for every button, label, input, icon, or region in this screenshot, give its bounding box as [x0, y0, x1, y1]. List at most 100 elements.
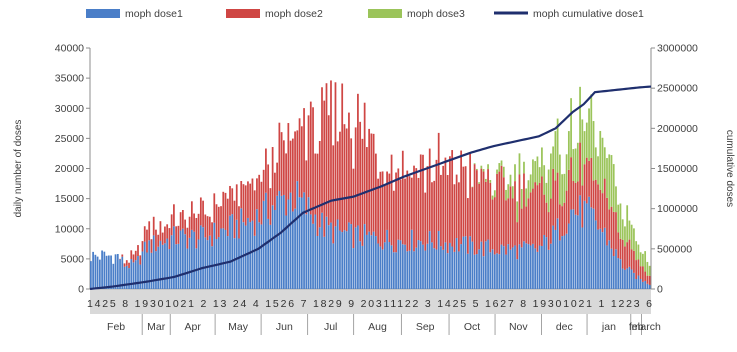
bar-dose2	[240, 181, 242, 208]
bar-dose3	[631, 225, 633, 250]
bar-dose2	[119, 259, 121, 260]
bar-dose3	[516, 201, 518, 222]
bar-dose2	[615, 212, 617, 249]
bar-dose1	[97, 257, 99, 289]
bar-dose1	[202, 227, 204, 289]
bar-dose3	[606, 158, 608, 198]
y2-tick-label: 1000000	[657, 203, 698, 215]
bar-dose1	[359, 241, 361, 289]
bar-dose1	[276, 196, 278, 289]
bar-dose1	[364, 224, 366, 289]
bar-dose3	[599, 131, 601, 190]
bar-dose1	[550, 244, 552, 289]
bar-dose1	[557, 218, 559, 289]
bar-dose2	[299, 118, 301, 197]
bar-dose1	[489, 252, 491, 289]
bar-dose2	[514, 181, 516, 245]
bar-dose1	[198, 240, 200, 290]
bar-dose1	[519, 244, 521, 289]
bar-dose2	[133, 254, 135, 262]
bar-dose2	[456, 175, 458, 238]
bar-dose1	[559, 240, 561, 289]
bar-dose3	[505, 190, 507, 200]
bar-dose1	[447, 253, 449, 289]
bar-dose2	[279, 123, 281, 191]
bar-dose2	[121, 254, 123, 256]
bar-dose1	[469, 236, 471, 289]
bar-dose1	[615, 249, 617, 289]
bar-dose2	[624, 246, 626, 270]
bar-dose1	[92, 252, 94, 289]
bar-dose2	[507, 198, 509, 244]
bar-dose2	[314, 154, 316, 215]
bar-dose2	[270, 188, 272, 225]
bar-dose2	[563, 203, 565, 236]
bar-dose1	[328, 225, 330, 289]
bar-dose1	[303, 192, 305, 289]
bar-dose2	[584, 164, 586, 201]
bar-dose2	[586, 158, 588, 204]
bar-dose1	[346, 231, 348, 289]
bar-dose1	[485, 241, 487, 289]
bar-dose1	[507, 244, 509, 289]
bar-dose1	[283, 195, 285, 289]
bar-dose1	[384, 242, 386, 289]
bar-dose1	[440, 246, 442, 289]
bar-dose1	[117, 254, 119, 289]
bar-dose2	[332, 145, 334, 243]
bar-dose1	[532, 244, 534, 289]
bar-dose1	[458, 251, 460, 289]
bar-dose1	[353, 248, 355, 289]
bar-dose2	[572, 181, 574, 209]
bar-dose2	[274, 173, 276, 210]
bar-dose2	[483, 172, 485, 257]
bar-dose1	[487, 240, 489, 289]
y2-tick-label: 500000	[657, 243, 692, 255]
legend-label: moph dose3	[407, 8, 465, 20]
bar-dose2	[169, 228, 171, 249]
legend-swatch	[368, 9, 402, 18]
bar-dose1	[496, 253, 498, 289]
bar-dose1	[182, 229, 184, 289]
bar-dose1	[530, 245, 532, 289]
bar-dose1	[503, 246, 505, 289]
bar-dose2	[402, 151, 404, 244]
bar-dose2	[530, 192, 532, 245]
bar-dose2	[404, 179, 406, 245]
bar-dose1	[633, 273, 635, 289]
bar-dose2	[180, 212, 182, 230]
bar-dose2	[649, 276, 651, 285]
bar-dose1	[299, 197, 301, 289]
bar-dose2	[272, 147, 274, 205]
bar-dose3	[633, 228, 635, 251]
bar-dose2	[178, 226, 180, 244]
bar-dose2	[415, 168, 417, 248]
bar-dose2	[395, 173, 397, 253]
bar-dose1	[265, 193, 267, 289]
bar-dose3	[476, 169, 478, 170]
bar-dose1	[431, 242, 433, 289]
bar-dose2	[581, 186, 583, 228]
bar-dose1	[465, 236, 467, 289]
legend-label: moph dose1	[125, 8, 183, 20]
bar-dose2	[476, 170, 478, 254]
bar-dose2	[157, 235, 159, 247]
bar-dose3	[638, 245, 640, 260]
bar-dose2	[355, 127, 357, 227]
bar-dose1	[406, 251, 408, 289]
bar-dose1	[178, 244, 180, 289]
bar-dose2	[317, 154, 319, 236]
bar-dose2	[559, 204, 561, 240]
bar-dose1	[225, 230, 227, 289]
bar-dose2	[469, 154, 471, 236]
bar-dose1	[377, 244, 379, 289]
bar-dose2	[146, 230, 148, 253]
bar-dose1	[429, 231, 431, 289]
bar-dose1	[445, 242, 447, 289]
bar-dose1	[400, 240, 402, 289]
bar-dose3	[485, 179, 487, 182]
bar-dose1	[115, 254, 117, 289]
bar-dose1	[101, 251, 103, 290]
bar-dose2	[465, 166, 467, 236]
bar-dose1	[362, 246, 364, 289]
